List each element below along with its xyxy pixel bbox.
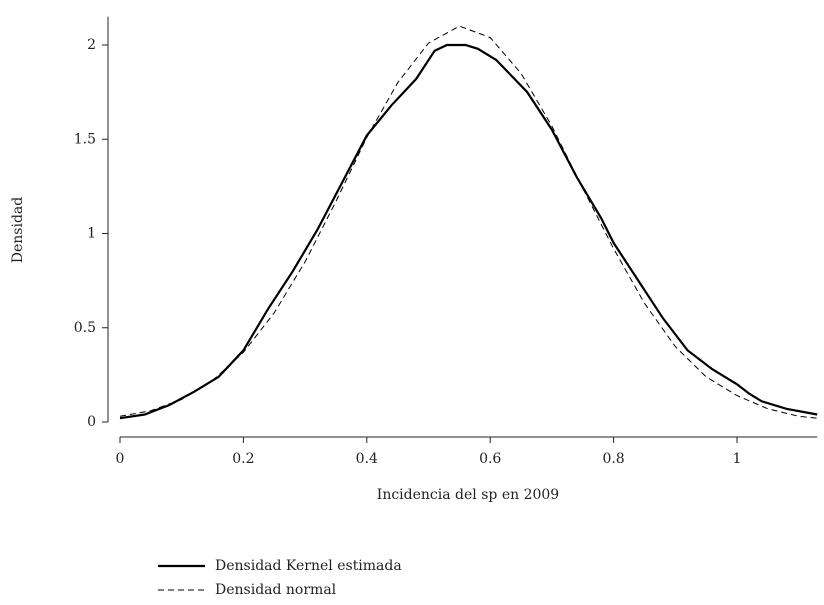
x-tick-label: 0.2 — [232, 451, 254, 467]
line-series — [119, 43, 818, 420]
y-tick-label: 1 — [87, 226, 96, 242]
y-tick-label: 0 — [87, 414, 96, 430]
legend-label: Densidad Kernel estimada — [215, 558, 402, 574]
line-series — [119, 25, 818, 419]
y-axis-label: Densidad — [10, 197, 26, 263]
x-axis-label: Incidencia del sp en 2009 — [377, 487, 559, 503]
y-tick-label: 0.5 — [74, 320, 96, 336]
y-tick-label: 2 — [87, 37, 96, 53]
x-tick-label: 0.6 — [479, 451, 501, 467]
x-tick-label: 0 — [116, 451, 125, 467]
x-tick-label: 1 — [733, 451, 742, 467]
x-tick-label: 0.8 — [602, 451, 624, 467]
x-tick-label: 0.4 — [356, 451, 378, 467]
y-tick-label: 1.5 — [74, 131, 96, 147]
legend-label: Densidad normal — [215, 582, 337, 598]
